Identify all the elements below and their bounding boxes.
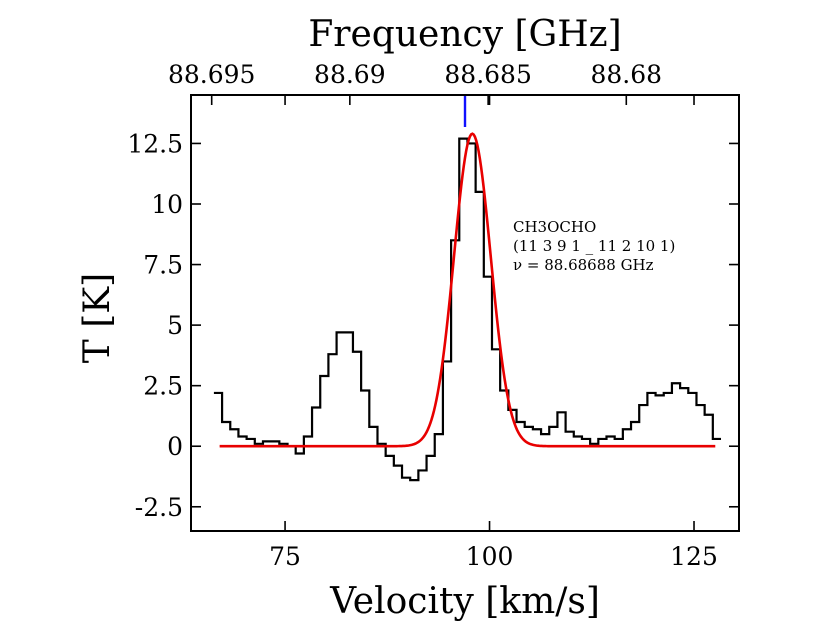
gaussian-fit-group <box>219 132 716 448</box>
annotation-molecule: CH3OCHO <box>513 218 596 236</box>
top-tick-label: 88.69 <box>314 60 386 89</box>
labels-group: 75 100 125 -2.5 0 2.5 5 7.5 10 12.5 88.695 88.69 88.… <box>127 60 718 571</box>
y-tick-label: 2.5 <box>143 372 183 401</box>
y-tick-label: -2.5 <box>135 493 183 522</box>
y-tick-label: 10 <box>151 190 183 219</box>
ticks-group <box>191 95 739 531</box>
y-tick-label: 5 <box>167 311 183 340</box>
top-axis-title: Frequency [GHz] <box>308 14 621 55</box>
annotation-transition: (11 3 9 1 _ 11 2 10 1) <box>513 237 675 255</box>
top-tick-label: 88.695 <box>168 60 255 89</box>
top-tick-label: 88.685 <box>444 60 531 89</box>
top-tick-label: 88.68 <box>591 60 663 89</box>
y-tick-label: 7.5 <box>143 251 183 280</box>
annotation-frequency: ν = 88.68688 GHz <box>513 256 654 274</box>
x-tick-label: 75 <box>269 542 301 571</box>
x-axis-title: Velocity [km/s] <box>329 581 600 622</box>
plot-frame <box>190 94 740 532</box>
y-axis-title: T [K] <box>77 273 118 363</box>
y-tick-label: 0 <box>167 432 183 461</box>
x-tick-label: 125 <box>670 542 718 571</box>
observed-spectrum-line <box>213 137 722 482</box>
x-tick-label: 100 <box>466 542 514 571</box>
observed-spectrum-group <box>213 137 722 482</box>
y-tick-label: 12.5 <box>127 129 183 158</box>
gaussian-fit-line <box>219 132 716 448</box>
